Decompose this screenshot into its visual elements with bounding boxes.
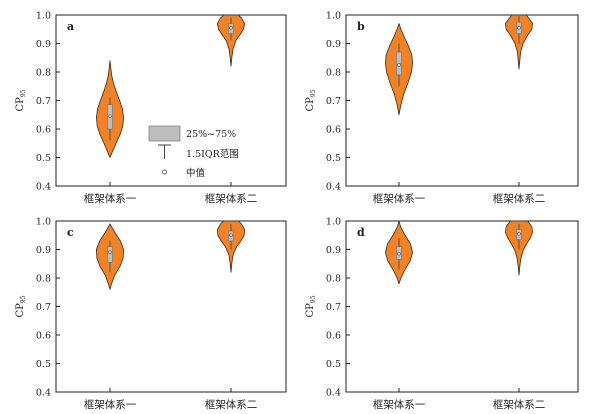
panel-d: 0.4 0.5 0.6 0.7 0.8 0.9 1.0 CP95 d 框架体系一 框架体系二 — [305, 217, 579, 411]
panel-letter: a — [67, 20, 74, 33]
panel-letter: b — [357, 20, 365, 33]
violin — [385, 23, 413, 116]
x-tick-label: 框架体系一 — [373, 192, 426, 205]
median-marker — [517, 26, 521, 30]
y-axis-label: CP95 — [305, 89, 317, 111]
y-tick-label: 0.8 — [326, 68, 341, 79]
y-tick-label: 0.7 — [36, 96, 51, 107]
x-tick-label: 框架体系二 — [493, 398, 546, 411]
legend-box-swatch — [148, 125, 181, 142]
median-marker — [397, 252, 401, 256]
y-tick-label: 0.5 — [326, 359, 341, 370]
plot-frame — [55, 220, 287, 393]
y-tick-label: 0.5 — [36, 153, 51, 164]
violin — [385, 220, 413, 285]
x-tick-label: 框架体系一 — [84, 398, 137, 411]
violin — [505, 14, 533, 70]
y-tick-label: 1.0 — [326, 217, 341, 228]
y-tick-label: 0.6 — [326, 125, 341, 136]
x-tick-label: 框架体系二 — [493, 192, 546, 205]
y-tick-label: 0.9 — [326, 245, 341, 256]
median-marker — [397, 63, 401, 67]
y-tick-label: 0.7 — [326, 302, 341, 313]
y-tick-label: 1.0 — [326, 11, 341, 22]
x-tick-label: 框架体系一 — [373, 398, 426, 411]
plot-frame — [55, 14, 287, 187]
legend-whisker-label: 1.5IQR范围 — [186, 148, 239, 160]
y-tick-label: 0.8 — [36, 68, 51, 79]
y-tick-label: 0.5 — [326, 153, 341, 164]
y-tick-label: 0.9 — [326, 39, 341, 50]
legend-median-swatch — [162, 169, 167, 175]
y-axis-label: CP95 — [305, 295, 317, 317]
median-marker — [108, 250, 112, 255]
panel-letter: d — [357, 226, 365, 239]
median-marker — [229, 233, 233, 237]
violin — [505, 220, 533, 276]
y-tick-label: 0.4 — [36, 388, 51, 399]
violin — [96, 60, 124, 158]
median-marker — [229, 26, 233, 30]
iqr-box — [107, 246, 113, 263]
y-tick-label: 0.9 — [36, 245, 51, 256]
violin — [96, 223, 124, 290]
violin — [217, 14, 245, 67]
median-marker — [108, 114, 112, 118]
y-tick-label: 0.6 — [326, 331, 341, 342]
y-tick-label: 0.5 — [36, 359, 51, 370]
x-tick-label: 框架体系二 — [205, 192, 258, 205]
y-axis-label: CP95 — [15, 89, 27, 111]
legend-median-label: 中值 — [186, 167, 206, 179]
y-tick-label: 0.9 — [36, 39, 51, 50]
y-tick-label: 0.7 — [326, 96, 341, 107]
y-axis-label: CP95 — [15, 295, 27, 317]
panel-c: 0.4 0.5 0.6 0.7 0.8 0.9 1.0 CP95 c 框架体系一 框架体系二 — [15, 217, 287, 411]
y-tick-label: 0.4 — [36, 182, 51, 193]
y-tick-label: 1.0 — [36, 217, 51, 228]
plot-frame — [345, 14, 579, 187]
y-tick-label: 1.0 — [36, 11, 51, 22]
y-tick-label: 0.4 — [326, 182, 341, 193]
plot-frame — [345, 220, 579, 393]
y-tick-label: 0.4 — [326, 388, 341, 399]
panel-letter: c — [67, 226, 74, 239]
violin — [217, 220, 245, 273]
panel-b: 0.4 0.5 0.6 0.7 0.8 0.9 1.0 CP95 b 框架体系一 框架体系二 — [305, 11, 579, 205]
y-tick-label: 0.7 — [36, 302, 51, 313]
legend-box-label: 25%~75% — [186, 129, 236, 140]
median-marker — [517, 232, 521, 236]
y-tick-label: 0.6 — [36, 331, 51, 342]
y-tick-label: 0.8 — [36, 274, 51, 285]
y-tick-label: 0.6 — [36, 125, 51, 136]
y-tick-label: 0.8 — [326, 274, 341, 285]
panel-a: 0.4 0.5 0.6 0.7 0.8 0.9 1.0 CP95 a 框架体系一 框架体系二 — [15, 11, 287, 205]
x-tick-label: 框架体系一 — [84, 192, 137, 205]
x-tick-label: 框架体系二 — [205, 398, 258, 411]
